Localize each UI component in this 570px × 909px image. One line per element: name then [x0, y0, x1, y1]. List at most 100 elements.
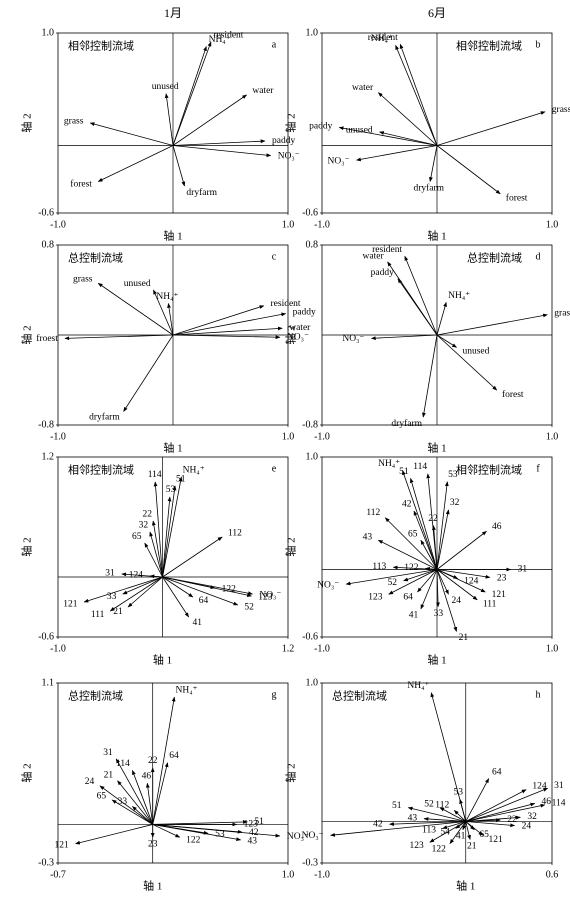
panel-letter: d	[536, 251, 541, 262]
panel-letter: f	[536, 463, 540, 474]
loading-vector	[442, 821, 466, 829]
vector-label: dryfarm	[186, 187, 217, 198]
y-tick-label: 0.8	[306, 239, 319, 250]
vector-label: 121	[63, 599, 78, 609]
loading-vector	[97, 282, 174, 336]
loading-vector	[162, 576, 194, 598]
vector-label: 24	[85, 777, 95, 787]
loading-vector	[162, 536, 223, 578]
vector-label: 124	[129, 571, 144, 581]
vector-label: 64	[492, 768, 502, 778]
vector-label: 31	[105, 569, 115, 579]
y-tick-label: 0.8	[42, 239, 55, 250]
vector-label: 43	[408, 813, 418, 823]
y-axis-label: 轴 2	[284, 325, 298, 344]
vector-label: 52	[388, 578, 398, 588]
vector-label: water	[363, 251, 385, 261]
vector-label: water	[352, 83, 374, 93]
loading-vector	[436, 569, 449, 595]
loading-vector	[409, 477, 438, 570]
vector-label: 52	[424, 800, 434, 810]
loading-vector	[439, 807, 466, 822]
vector-label: resident	[372, 245, 402, 255]
vector-label: 51	[399, 467, 409, 477]
vector-label: NO₃⁻	[278, 152, 300, 162]
loading-vector	[425, 566, 438, 571]
loading-vector	[117, 780, 154, 825]
loading-vector	[465, 802, 536, 822]
vector-label: 112	[228, 528, 242, 538]
loading-vector	[164, 93, 174, 146]
loading-vector	[111, 799, 153, 825]
plot-frame	[321, 682, 553, 864]
loading-vector	[162, 496, 172, 578]
loading-vector	[370, 334, 438, 341]
vector-label: 23	[148, 839, 158, 849]
vector-label: grass	[552, 105, 570, 115]
vector-label: unused	[124, 279, 151, 289]
vector-label: paddy	[371, 268, 394, 278]
vector-label: 65	[479, 830, 489, 840]
loading-vector	[172, 41, 212, 146]
vector-label: 42	[249, 828, 259, 838]
vector-label: NO₃⁻	[259, 590, 281, 600]
y-axis-label: 轴 2	[284, 537, 298, 556]
loading-vector	[377, 539, 438, 570]
vector-label: 123	[368, 593, 383, 603]
vector-label: 41	[409, 611, 419, 621]
vector-label: water	[289, 323, 311, 333]
vector-label: 53	[215, 830, 225, 840]
vector-label: 52	[244, 603, 254, 613]
vector-label: 111	[91, 610, 105, 620]
vector-label: 24	[451, 596, 461, 606]
vector-label: grass	[64, 116, 84, 126]
vector-label: unused	[346, 126, 373, 136]
y-tick-label: -0.8	[38, 419, 54, 430]
vector-label: resident	[213, 31, 243, 41]
vector-label: 121	[55, 841, 70, 851]
vector-label: 53	[166, 485, 176, 495]
vector-label: 22	[148, 756, 158, 766]
column-title: 1月	[164, 6, 182, 20]
loading-vector	[152, 820, 248, 825]
loading-vector	[345, 569, 438, 586]
vector-label: 122	[186, 835, 201, 845]
vector-label: 124	[532, 782, 547, 792]
loading-vector	[145, 782, 154, 825]
loading-vector	[402, 470, 438, 570]
vector-label: 64	[199, 596, 209, 606]
x-axis-label: 轴 1	[427, 653, 446, 667]
loading-vector	[379, 131, 438, 146]
loading-vector	[152, 824, 181, 838]
vector-label: 51	[254, 817, 264, 827]
loading-vector	[436, 569, 491, 579]
x-tick-label: -1.0	[314, 219, 330, 230]
loading-vector	[465, 778, 490, 822]
vector-label: NO₃⁻	[328, 157, 350, 167]
panel-letter: c	[272, 251, 277, 262]
loading-vector	[115, 758, 154, 825]
vector-label: paddy	[293, 308, 316, 318]
vector-label: 43	[363, 532, 373, 542]
region-label: 总控制流域	[68, 251, 123, 265]
panel-letter: g	[272, 689, 277, 700]
loading-vector	[172, 326, 283, 336]
loading-vector	[436, 145, 501, 195]
loading-vector	[423, 817, 466, 822]
y-axis-label: 轴 2	[284, 763, 298, 782]
vector-label: 42	[402, 500, 412, 510]
loading-vector	[436, 569, 486, 593]
loading-vector	[384, 517, 438, 570]
loading-vector	[429, 821, 466, 843]
y-axis-label: 轴 2	[20, 113, 34, 132]
vector-label: NH₄⁺	[176, 685, 198, 695]
vector-label: 31	[518, 565, 528, 575]
y-tick-label: -0.8	[302, 419, 318, 430]
vector-label: NH₄⁺	[378, 459, 400, 469]
vector-label: NH₄⁺	[156, 292, 178, 302]
vector-label: 51	[176, 474, 186, 484]
vector-label: 123	[410, 841, 425, 851]
loading-vector	[162, 576, 190, 618]
vector-label: 113	[422, 826, 436, 836]
loading-vector	[122, 576, 163, 595]
